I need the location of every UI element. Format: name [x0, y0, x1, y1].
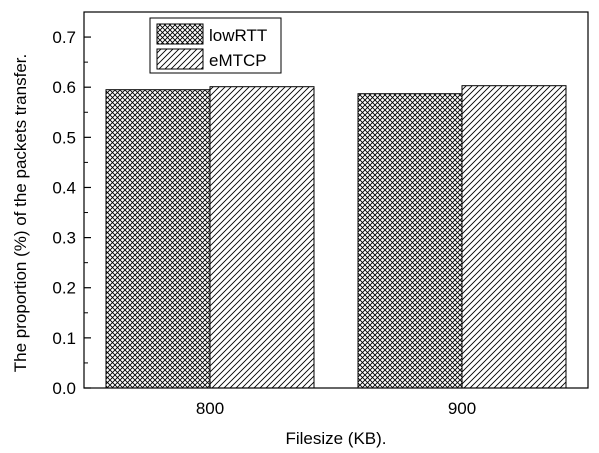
legend-label-lowrtt: lowRTT — [209, 26, 267, 45]
plot-frame — [83, 11, 589, 389]
y-tick-label: 0.2 — [52, 279, 76, 298]
x-tick-label: 800 — [196, 399, 224, 418]
legend-label-emtcp: eMTCP — [209, 51, 267, 70]
x-axis: 800 900 — [196, 381, 476, 418]
x-axis-title: Filesize (KB). — [285, 429, 386, 448]
bar-lowrtt-800 — [105, 89, 211, 389]
bar-lowrtt-900 — [357, 93, 463, 389]
x-tick-label: 900 — [448, 399, 476, 418]
legend: lowRTT eMTCP — [149, 17, 282, 74]
y-axis: 0.0 0.1 0.2 0.3 0.4 0.5 0.6 0.7 — [52, 11, 91, 398]
y-tick-label: 0.6 — [52, 78, 76, 97]
bar-emtcp-900 — [461, 85, 567, 389]
y-tick-label: 0.7 — [52, 28, 76, 47]
y-tick-label: 0.5 — [52, 128, 76, 147]
legend-swatch-lowrtt — [156, 23, 204, 45]
y-axis-title: The proportion (%) of the packets transf… — [11, 54, 30, 372]
y-tick-label: 0.3 — [52, 229, 76, 248]
y-tick-label: 0.4 — [52, 178, 76, 197]
legend-swatch-emtcp — [156, 48, 204, 70]
bars-group — [105, 85, 567, 389]
bar-emtcp-800 — [209, 86, 315, 389]
y-tick-label: 0.1 — [52, 329, 76, 348]
y-tick-label: 0.0 — [52, 379, 76, 398]
